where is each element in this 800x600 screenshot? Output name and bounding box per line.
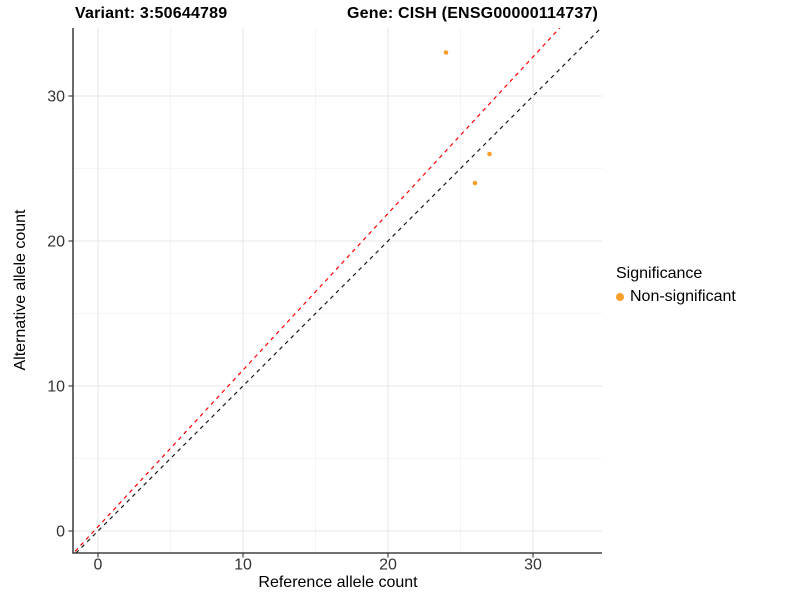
gene-title: Gene: CISH (ENSG00000114737) (347, 5, 599, 22)
identity-line (75, 28, 602, 553)
y-tick-label: 10 (47, 379, 65, 396)
y-tick-label: 30 (47, 89, 65, 106)
data-points (443, 50, 492, 186)
legend-title: Significance (616, 265, 703, 282)
y-axis-title: Alternative allele count (12, 209, 29, 371)
legend-item: Non-significant (616, 288, 736, 306)
x-tick-label: 10 (234, 557, 252, 574)
data-point (472, 180, 478, 186)
axis-ticks: 0 10 20 30 0 10 20 30 (47, 89, 542, 574)
x-tick-label: 0 (94, 557, 103, 574)
fit-line (73, 28, 561, 553)
gridlines (73, 28, 602, 553)
x-tick-label: 30 (524, 557, 542, 574)
legend-point-icon (616, 293, 624, 301)
legend-item-label: Non-significant (630, 288, 736, 305)
y-tick-label: 0 (56, 524, 65, 541)
x-axis-title: Reference allele count (258, 574, 418, 591)
y-tick-label: 20 (47, 234, 65, 251)
legend: Significance Non-significant (616, 265, 736, 306)
x-tick-label: 20 (379, 557, 397, 574)
variant-title: Variant: 3:50644789 (75, 5, 228, 22)
data-point (487, 151, 492, 157)
data-point (443, 50, 449, 55)
